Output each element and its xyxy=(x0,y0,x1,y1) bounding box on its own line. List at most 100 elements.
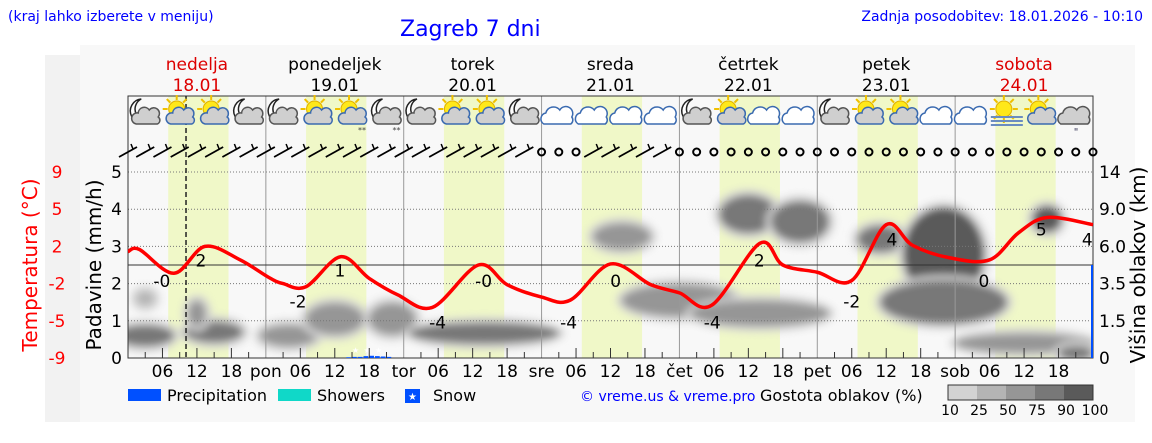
day-date: 22.01 xyxy=(724,76,773,96)
barb-flag xyxy=(147,143,151,150)
calm-wind-icon xyxy=(933,147,943,157)
density-swatch xyxy=(977,385,1006,400)
cloud-shape xyxy=(510,106,540,125)
calm-wind-icon xyxy=(812,147,822,157)
x-hour-label: 12 xyxy=(1013,362,1035,382)
sun-ray xyxy=(871,98,877,104)
barb-flag xyxy=(664,143,668,150)
barb-shaft xyxy=(135,146,155,158)
sun-ray xyxy=(1009,98,1015,104)
day-date: 24.01 xyxy=(1000,76,1049,96)
sun-ray xyxy=(1043,98,1049,104)
calm-wind-icon xyxy=(916,147,926,157)
barb-shaft xyxy=(308,146,327,158)
wind-barb-icon xyxy=(497,143,517,158)
wind-barb-icon xyxy=(394,143,414,158)
barb-shaft xyxy=(325,146,345,158)
cloud-shape xyxy=(820,106,850,125)
wind-barb-icon xyxy=(187,143,207,158)
precipitation-bar xyxy=(380,356,386,358)
legend-snow-swatch xyxy=(405,389,420,403)
wind-barb-icon xyxy=(652,143,672,158)
wind-barb-icon xyxy=(118,143,138,158)
density-label: 10 xyxy=(941,403,959,419)
wind-barb-icon xyxy=(359,143,379,158)
barb-shaft xyxy=(290,146,310,158)
cloud-height-tick: 9.0 xyxy=(1099,200,1126,220)
cloud-height-tick: 3.5 xyxy=(1099,275,1126,295)
menu-hint[interactable]: (kraj lahko izberete v meniju) xyxy=(8,9,214,25)
cloud-area xyxy=(128,325,174,347)
x-hour-label: 06 xyxy=(152,362,174,382)
barb-flag xyxy=(233,143,238,150)
barb-shaft xyxy=(377,146,396,158)
cloud-shape xyxy=(854,106,885,125)
wind-barb-icon xyxy=(583,143,603,158)
precip-tick: 4 xyxy=(111,200,122,220)
barb-flag xyxy=(354,143,358,150)
copyright-link[interactable]: © vreme.us & vreme.pro xyxy=(580,389,755,405)
moon-cloud-icon xyxy=(405,98,437,125)
barb-flag xyxy=(199,143,203,150)
temperature-label: 4 xyxy=(887,231,898,251)
precip-tick: 0 xyxy=(111,349,122,369)
daylight-band xyxy=(443,96,505,358)
precipitation-bar xyxy=(374,356,380,358)
x-day-label: sob xyxy=(940,362,970,382)
barb-shaft xyxy=(601,146,620,158)
barb-flag xyxy=(388,143,393,150)
cloud-height-tick: 0 xyxy=(1099,349,1110,369)
x-day-label: sre xyxy=(529,362,555,382)
density-swatch xyxy=(1035,385,1064,400)
cloud-icon xyxy=(919,105,953,125)
cloud-shape xyxy=(716,106,747,125)
cloud-area xyxy=(306,303,364,335)
barb-flag xyxy=(164,143,169,150)
sun-cloud-icon xyxy=(1024,95,1057,125)
barb-flag xyxy=(337,143,341,150)
calm-wind-icon xyxy=(1002,147,1012,157)
cloud-area xyxy=(409,322,559,344)
calm-wind-icon xyxy=(761,147,771,157)
barb-flag xyxy=(474,143,479,150)
precip-tick: 5 xyxy=(111,163,122,183)
barb-shaft xyxy=(153,146,172,158)
barb-shaft xyxy=(618,146,638,158)
barb-shaft xyxy=(359,146,379,158)
sun-ray xyxy=(354,98,360,104)
temperature-label: -4 xyxy=(704,313,721,333)
sun-ray xyxy=(303,98,309,104)
x-hour-label: 18 xyxy=(910,362,932,382)
cloud-shape xyxy=(781,105,815,125)
x-hour-label: 06 xyxy=(565,362,587,382)
barb-shaft xyxy=(428,146,448,158)
barb-shaft xyxy=(239,146,259,158)
sun-cloud-icon xyxy=(197,95,230,125)
calm-wind-icon xyxy=(537,147,547,157)
calm-wind-icon xyxy=(674,147,684,157)
wind-barb-icon xyxy=(377,143,396,158)
calm-wind-icon xyxy=(898,147,908,157)
temp-tick: -5 xyxy=(49,312,66,332)
sun-fog-icon xyxy=(989,95,1023,126)
barb-shaft xyxy=(221,146,241,158)
day-name: ponedeljek xyxy=(288,55,382,75)
precipitation-bar xyxy=(352,356,357,358)
calm-wind-icon xyxy=(709,147,719,157)
temperature-label: -4 xyxy=(429,313,446,333)
barb-flag xyxy=(526,143,531,150)
barb-shaft xyxy=(170,146,190,158)
density-swatch xyxy=(1064,385,1093,400)
wind-barb-icon xyxy=(290,143,310,158)
cloud-area xyxy=(593,223,651,250)
calm-wind-icon xyxy=(1054,147,1064,157)
temperature-label: 5 xyxy=(1036,220,1047,240)
sun-shape xyxy=(995,100,1013,118)
cloud-shape xyxy=(682,106,713,125)
cloud-shape xyxy=(268,106,299,125)
snow-star-icon: ★ xyxy=(352,346,359,355)
density-label: 90 xyxy=(1057,403,1075,419)
x-hour-label: 18 xyxy=(772,362,794,382)
calm-wind-icon xyxy=(1019,147,1029,157)
x-hour-label: 12 xyxy=(738,362,760,382)
